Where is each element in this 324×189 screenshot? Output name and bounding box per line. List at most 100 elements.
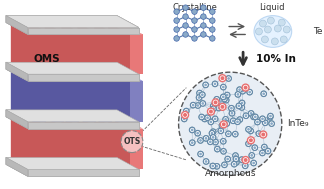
Circle shape [260,150,265,156]
Polygon shape [30,69,43,110]
Circle shape [214,141,217,143]
Polygon shape [62,117,96,129]
Circle shape [234,133,237,136]
Circle shape [235,158,237,160]
Circle shape [214,146,220,152]
Circle shape [225,92,230,98]
Circle shape [199,139,202,142]
Circle shape [210,163,215,169]
Polygon shape [66,81,79,122]
Polygon shape [94,22,116,74]
Polygon shape [6,62,139,74]
Circle shape [269,121,274,126]
Polygon shape [45,117,79,129]
Text: Te: Te [314,27,323,36]
Circle shape [226,131,231,137]
Polygon shape [94,69,129,81]
Polygon shape [6,110,139,122]
Circle shape [219,103,226,110]
Polygon shape [77,117,112,129]
Circle shape [223,163,226,166]
Polygon shape [99,81,112,122]
Polygon shape [30,117,52,169]
Circle shape [201,14,206,19]
Circle shape [249,129,252,132]
Text: OMS: OMS [34,54,60,64]
Polygon shape [30,22,64,34]
Polygon shape [52,129,64,169]
Circle shape [236,103,242,109]
Circle shape [222,150,225,153]
Polygon shape [28,28,139,34]
Circle shape [232,119,235,122]
Circle shape [231,161,237,167]
Circle shape [256,121,259,123]
Circle shape [261,144,267,150]
Polygon shape [11,69,24,110]
Circle shape [267,17,274,24]
Polygon shape [99,129,112,169]
Circle shape [200,92,205,98]
Polygon shape [6,62,139,74]
Circle shape [247,128,250,131]
Circle shape [240,88,246,94]
Circle shape [261,132,265,136]
Polygon shape [77,69,90,110]
Circle shape [205,160,207,163]
Polygon shape [116,129,129,169]
Polygon shape [94,22,129,34]
Polygon shape [28,74,139,81]
Polygon shape [28,28,139,34]
Polygon shape [66,129,79,169]
Polygon shape [6,110,139,122]
Circle shape [207,108,214,115]
Circle shape [214,163,220,169]
Circle shape [210,129,216,135]
Circle shape [227,132,230,135]
Text: Liquid: Liquid [259,3,284,12]
Circle shape [222,140,225,143]
Circle shape [229,105,234,111]
Circle shape [251,114,256,120]
Circle shape [264,121,267,124]
Polygon shape [6,110,28,129]
Circle shape [248,91,251,94]
Text: OTS: OTS [123,137,141,146]
Polygon shape [94,22,107,62]
Polygon shape [11,117,33,169]
Polygon shape [108,69,130,122]
Polygon shape [130,34,143,74]
Circle shape [242,163,248,169]
Circle shape [201,5,206,10]
Circle shape [183,14,188,19]
Circle shape [222,162,227,168]
Circle shape [260,20,266,27]
Polygon shape [33,129,46,169]
Polygon shape [45,69,66,122]
Polygon shape [11,117,46,129]
Circle shape [242,156,249,163]
Circle shape [183,118,186,120]
Circle shape [235,119,240,125]
Circle shape [212,105,215,107]
Circle shape [198,96,201,99]
Polygon shape [28,169,139,176]
Polygon shape [62,117,83,169]
Polygon shape [6,16,139,28]
Circle shape [206,116,209,119]
Circle shape [247,142,250,145]
Polygon shape [94,69,116,122]
Circle shape [196,132,199,135]
Polygon shape [52,129,64,169]
Polygon shape [94,117,129,129]
Polygon shape [28,122,139,129]
Polygon shape [94,69,116,122]
Circle shape [254,115,257,118]
Circle shape [236,120,239,123]
Text: InTe₉: InTe₉ [287,119,308,128]
Circle shape [213,139,218,145]
Circle shape [250,112,252,115]
Circle shape [235,92,241,97]
Circle shape [210,18,215,23]
Polygon shape [99,81,112,122]
